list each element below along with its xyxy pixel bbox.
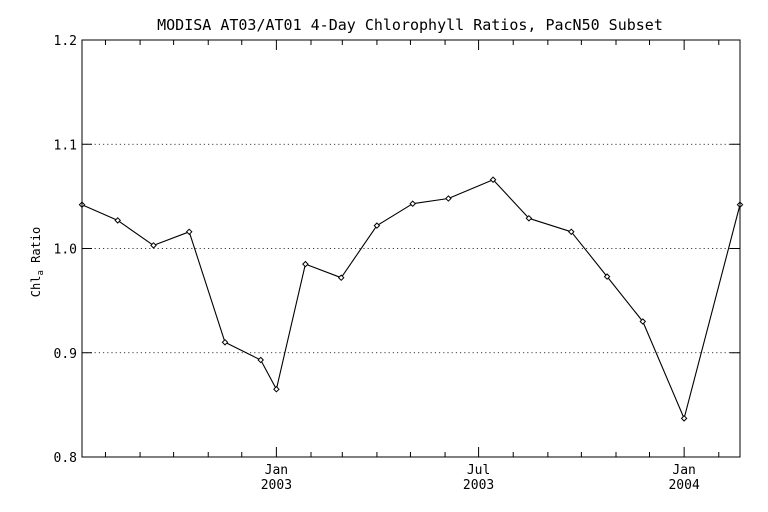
axis-ticks: [82, 39, 740, 458]
data-point: [567, 228, 575, 236]
gridlines: [82, 143, 740, 354]
data-point: [409, 200, 417, 208]
y-tick-label: 0.9: [54, 347, 77, 362]
data-point: [114, 217, 122, 224]
y-axis-title: Chla Ratio: [29, 227, 46, 297]
data-point: [525, 214, 533, 222]
data-point: [273, 385, 280, 393]
y-tick-label: 1.0: [54, 243, 77, 258]
series: [78, 176, 744, 422]
series-line: [81, 179, 741, 419]
data-point: [445, 195, 452, 202]
data-point: [373, 222, 381, 229]
data-point: [603, 273, 611, 280]
data-point: [489, 176, 497, 184]
y-tick-label: 1.1: [54, 138, 77, 153]
x-tick-label-month: Jan: [265, 463, 288, 478]
data-point: [221, 338, 229, 346]
data-point: [337, 274, 345, 282]
x-tick-label-month: Jan: [672, 463, 695, 478]
y-axis-title-main: Chl: [29, 276, 43, 298]
y-axis-title-suffix: Ratio: [29, 227, 43, 270]
y-axis-title-subscript: a: [36, 270, 46, 275]
y-tick-label: 1.2: [54, 34, 77, 49]
data-point: [302, 260, 309, 268]
data-point: [185, 228, 193, 236]
x-tick-label-year: 2004: [668, 478, 699, 493]
data-point: [639, 318, 647, 325]
chart-title: MODISA AT03/AT01 4-Day Chlorophyll Ratio…: [157, 16, 663, 34]
x-tick-label-year: 2003: [463, 478, 494, 493]
data-point: [680, 415, 688, 422]
data-point: [257, 356, 265, 364]
x-tick-label-month: Jul: [467, 463, 490, 478]
y-tick-label: 0.8: [54, 451, 77, 466]
data-point: [150, 242, 157, 249]
x-tick-label-year: 2003: [261, 478, 292, 493]
